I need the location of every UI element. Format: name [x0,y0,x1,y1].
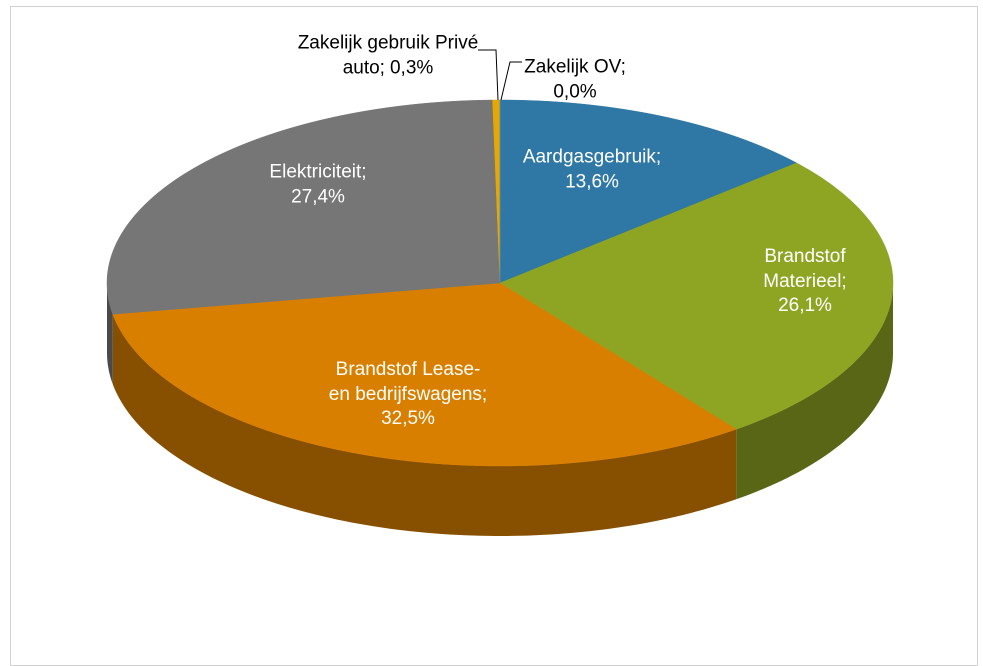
category-label: Zakelijk gebruik Privé auto; [297,32,479,78]
leader-line [500,61,522,101]
category-label: Brandstof Lease- en bedrijfswagens; [328,358,488,405]
value-label: 0,3% [389,57,434,78]
slice-label: Zakelijk gebruik Privé auto; 0,3% [288,31,488,80]
slice [499,99,798,284]
slice-side [736,283,893,500]
value-label: 26,1% [778,295,832,317]
slice-side [112,314,737,536]
category-label: Elektriciteit; [269,161,367,183]
category-label: Brandstof Materieel; [763,245,847,292]
slice-side [107,283,113,385]
value-label: 13,6% [565,171,619,192]
slice [112,282,737,467]
category-label: Zakelijk OV; [524,56,626,78]
slice-label: Brandstof Materieel; 26,1% [745,245,865,319]
value-label: 32,5% [381,408,435,430]
leader-line [478,49,499,101]
slice [499,162,894,430]
slice-label: Elektriciteit; 27,4% [243,160,393,209]
slice [106,99,501,315]
category-label: Aardgasgebruik; [522,146,662,168]
slice-label: Zakelijk OV; 0,0% [505,55,645,104]
slice-label: Brandstof Lease- en bedrijfswagens; 32,5% [323,358,493,432]
value-label: 27,4% [291,186,345,207]
slice-label: Aardgasgebruik; 13,6% [497,145,687,194]
value-label: 0,0% [553,81,597,102]
